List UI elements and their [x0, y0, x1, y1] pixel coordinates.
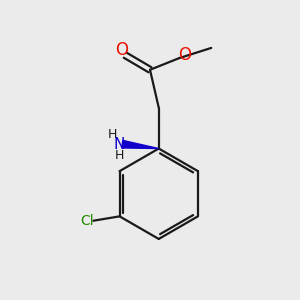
Text: N: N — [113, 137, 125, 152]
Text: O: O — [115, 41, 128, 59]
Text: H: H — [108, 128, 117, 141]
Text: Cl: Cl — [80, 214, 94, 228]
Text: O: O — [178, 46, 190, 64]
Text: H: H — [114, 149, 124, 162]
Polygon shape — [122, 140, 159, 148]
